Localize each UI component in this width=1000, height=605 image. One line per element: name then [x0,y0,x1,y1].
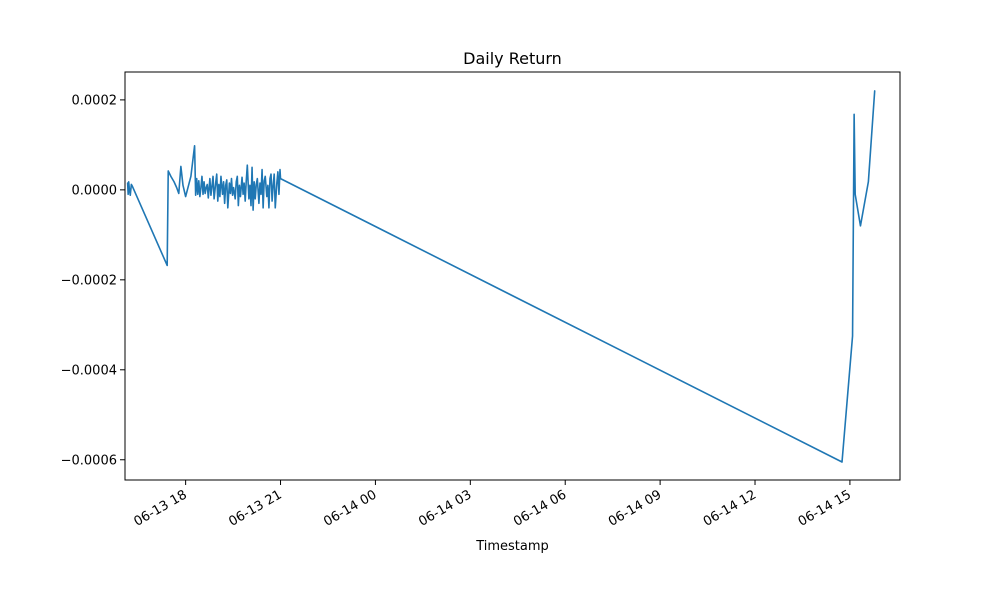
y-tick-label: 0.0002 [72,93,118,108]
x-axis-label: Timestamp [475,539,549,554]
chart-title: Daily Return [463,49,562,68]
plot-area-frame [124,71,901,481]
y-tick-label: −0.0004 [61,363,117,378]
series-line [126,90,876,463]
y-axis-ticks: 0.0002 0.0000 −0.0002 −0.0004 −0.0006 [61,93,125,468]
y-tick-label: 0.0000 [72,183,118,198]
y-tick-label: −0.0002 [61,273,117,288]
y-tick-label: −0.0006 [61,453,117,468]
series-layer [126,90,876,463]
